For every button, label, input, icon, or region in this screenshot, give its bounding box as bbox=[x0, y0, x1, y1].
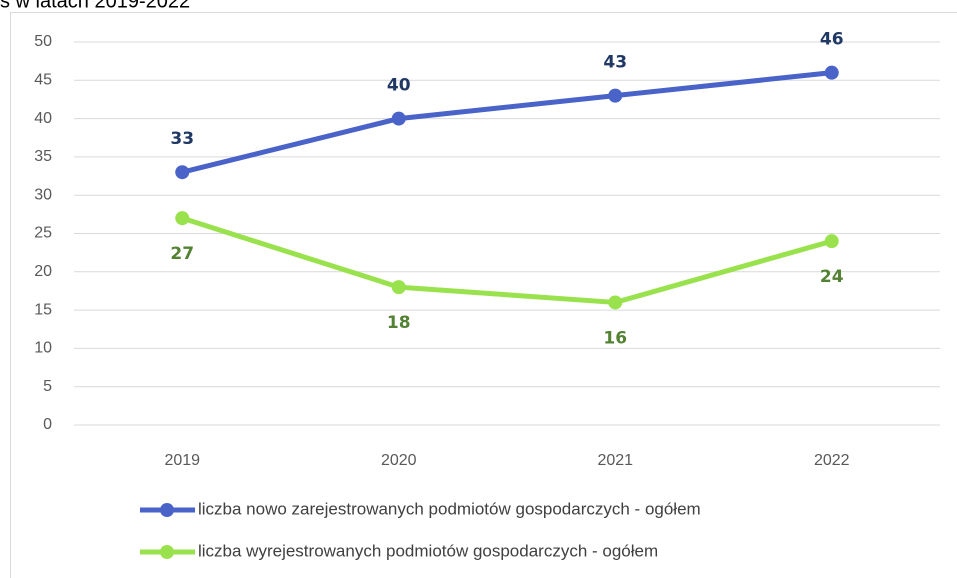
chart-border bbox=[10, 12, 957, 578]
legend-marker bbox=[160, 503, 174, 517]
data-label: 27 bbox=[170, 244, 194, 264]
y-tick-label: 45 bbox=[34, 72, 52, 89]
data-label: 18 bbox=[387, 313, 411, 333]
data-label: 24 bbox=[820, 267, 844, 287]
x-tick-label: 2021 bbox=[597, 452, 633, 469]
point bbox=[608, 88, 623, 103]
y-tick-label: 5 bbox=[43, 378, 52, 395]
y-tick-label: 30 bbox=[34, 186, 52, 203]
data-label: 46 bbox=[820, 30, 844, 50]
chart-title: s w latach 2019-2022 bbox=[0, 0, 190, 12]
x-tick-label: 2022 bbox=[814, 452, 850, 469]
data-label: 43 bbox=[603, 53, 627, 73]
legend-label: liczba nowo zarejestrowanych podmiotów g… bbox=[198, 499, 701, 518]
series-line bbox=[181, 215, 833, 305]
point bbox=[608, 295, 623, 310]
x-tick-label: 2019 bbox=[164, 452, 200, 469]
y-tick-label: 10 bbox=[34, 340, 52, 357]
y-tick-label: 40 bbox=[34, 110, 52, 127]
y-tick-label: 35 bbox=[34, 148, 52, 165]
legend-label: liczba wyrejestrowanych podmiotów gospod… bbox=[198, 541, 658, 560]
point bbox=[175, 211, 190, 226]
point bbox=[391, 111, 406, 126]
y-tick-label: 20 bbox=[34, 263, 52, 280]
legend-marker bbox=[160, 545, 174, 559]
y-tick-label: 50 bbox=[34, 33, 52, 50]
series-line bbox=[181, 70, 833, 175]
point bbox=[824, 65, 839, 80]
point bbox=[391, 280, 406, 295]
point bbox=[175, 165, 190, 180]
data-label: 40 bbox=[387, 76, 411, 96]
data-label: 33 bbox=[170, 129, 194, 149]
y-tick-label: 25 bbox=[34, 225, 52, 242]
y-tick-label: 15 bbox=[34, 301, 52, 318]
data-label: 16 bbox=[603, 328, 627, 348]
x-tick-label: 2020 bbox=[381, 452, 417, 469]
y-tick-label: 0 bbox=[43, 416, 52, 433]
point bbox=[824, 234, 839, 249]
